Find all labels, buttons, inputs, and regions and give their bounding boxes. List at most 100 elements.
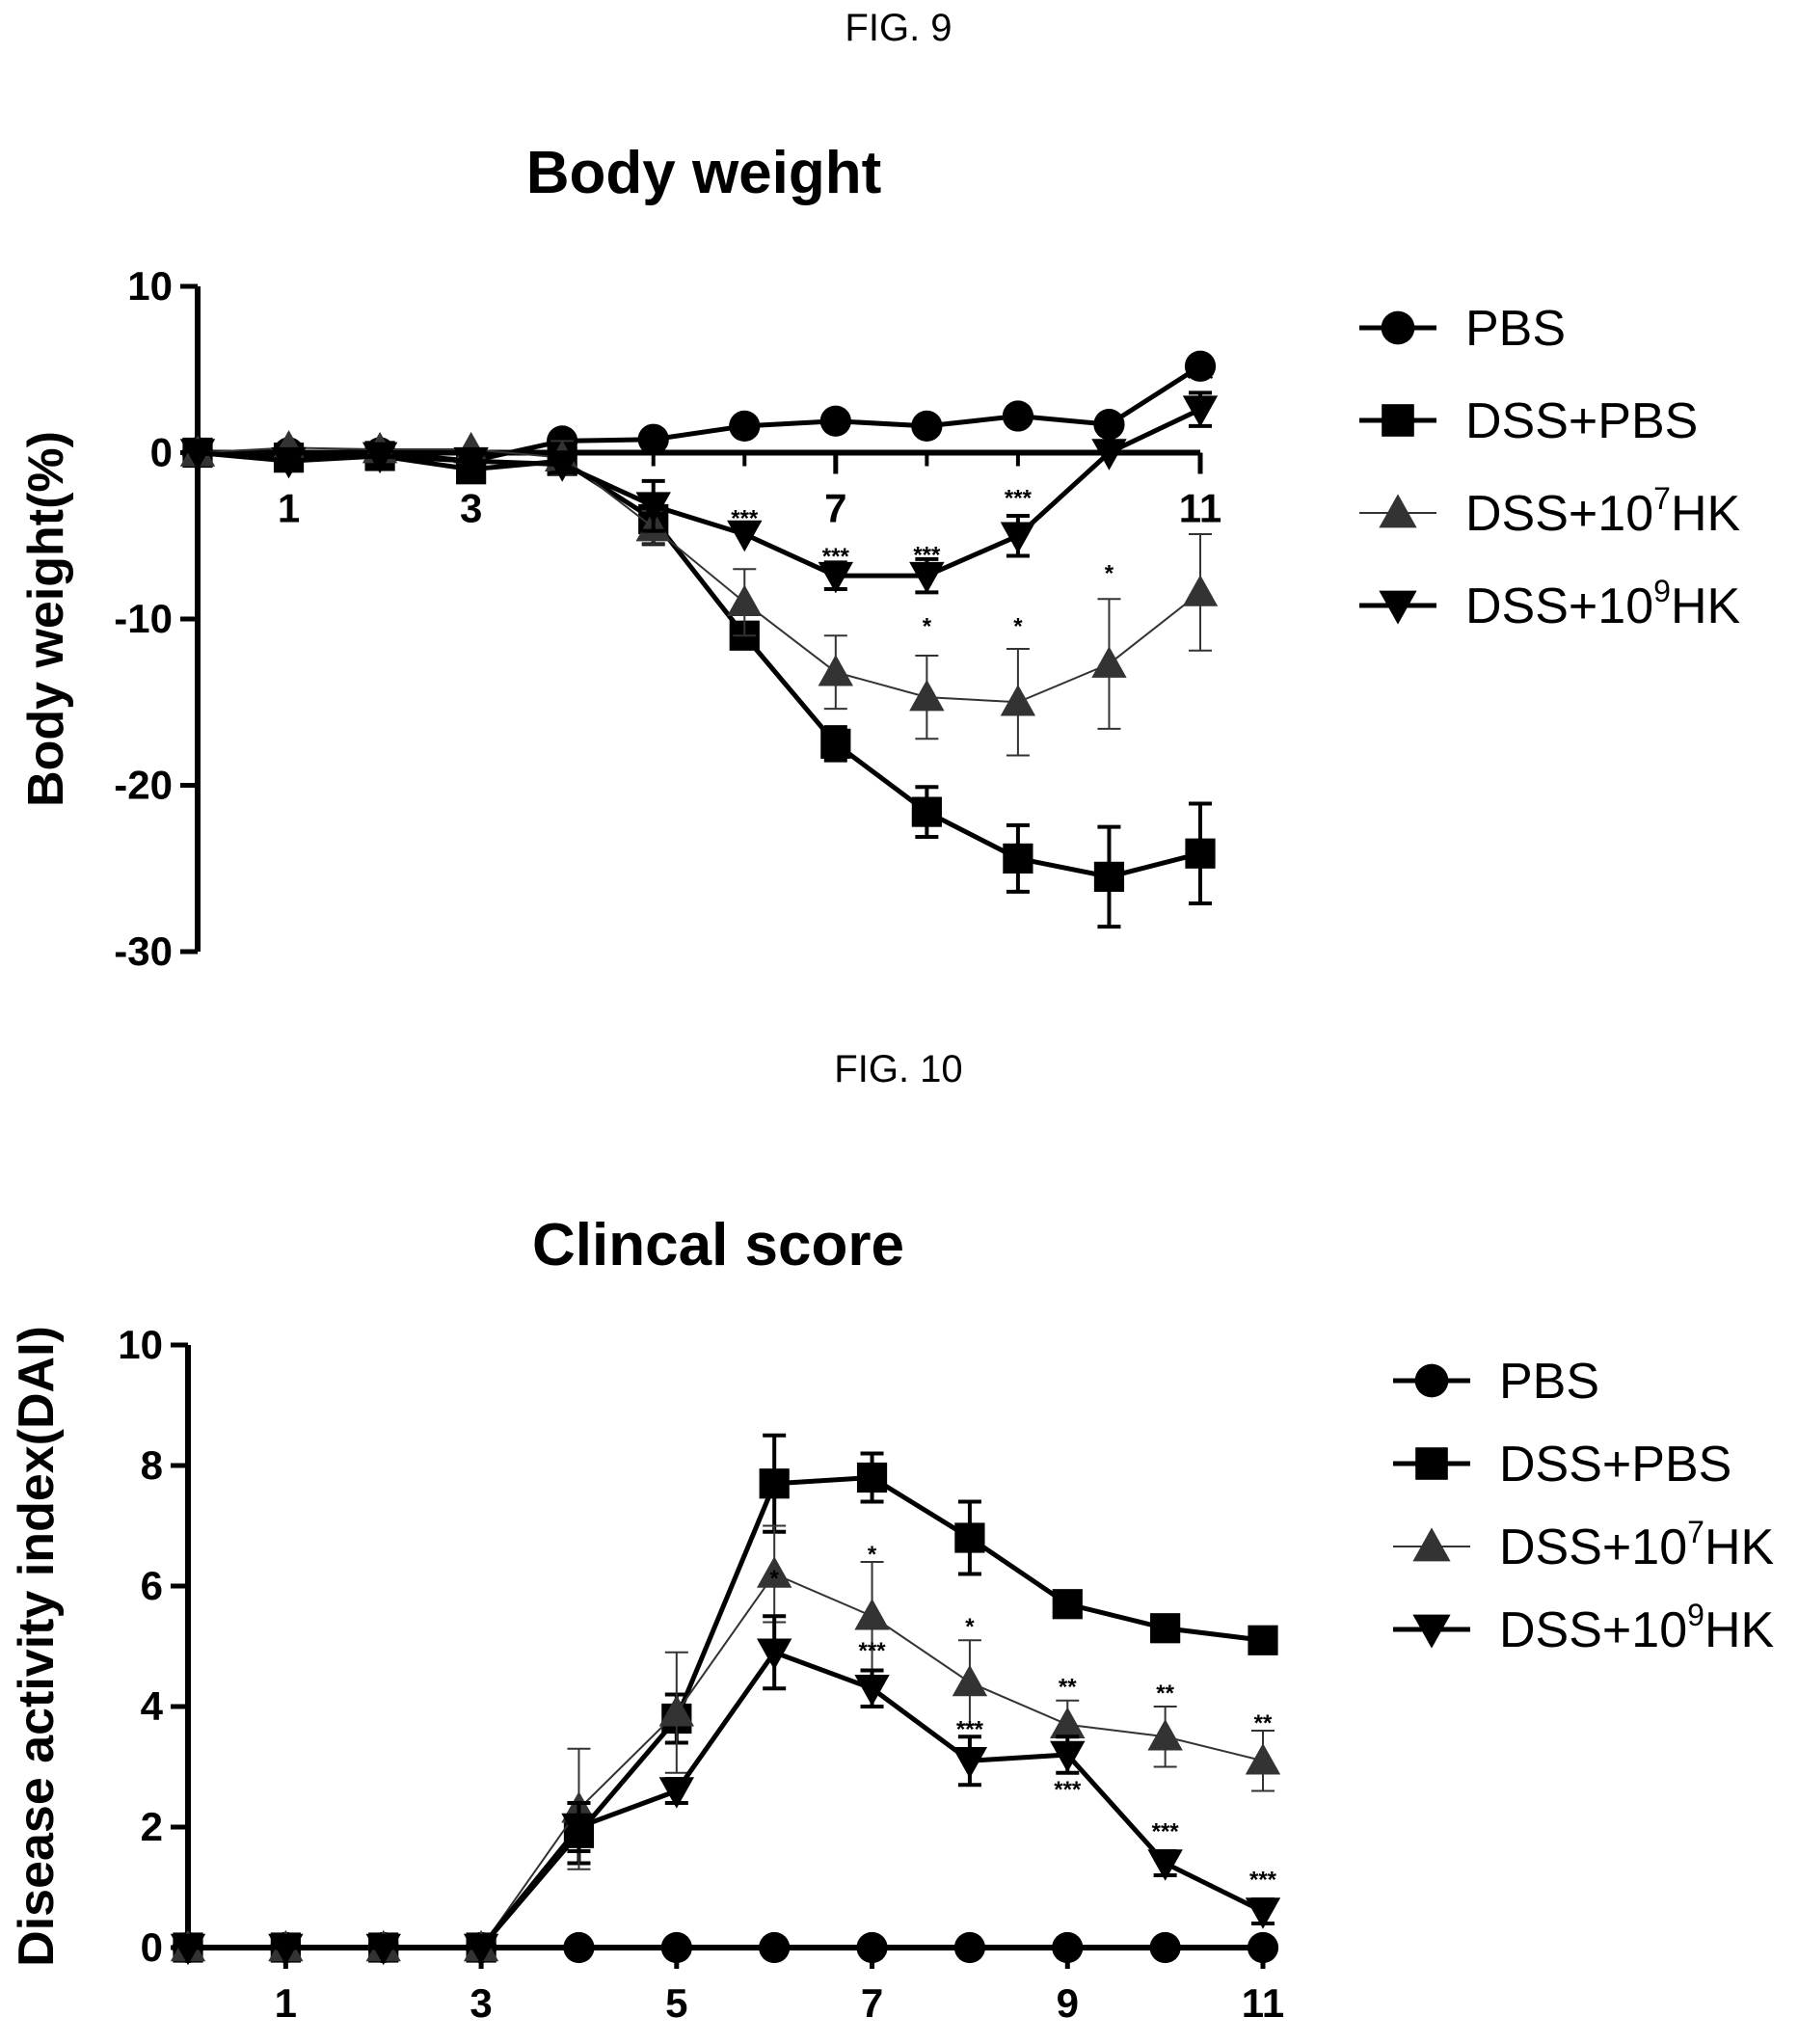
significance-label: ***	[913, 542, 941, 568]
chart-2: FIG. 10 Clincal score Disease activity ind…	[9, 1048, 1774, 2026]
data-point	[660, 1931, 692, 1964]
data-point	[637, 423, 669, 455]
legend-marker	[1412, 1527, 1451, 1562]
x-tick-label: 5	[665, 1980, 687, 2026]
legend-item: PBS	[1393, 1354, 1599, 1410]
data-point	[453, 446, 489, 479]
series-line	[188, 1573, 1264, 1949]
significance-label: ***	[1095, 413, 1123, 439]
legend-item: DSS+107HK	[1359, 481, 1740, 542]
data-point	[820, 728, 851, 759]
data-point	[1185, 838, 1216, 869]
data-point	[954, 1522, 985, 1553]
x-tick-label: 7	[861, 1980, 883, 2026]
y-tick-label: -30	[114, 928, 173, 974]
data-point	[1248, 1625, 1278, 1655]
significance-label: ***	[1005, 486, 1033, 512]
chart-title: Body weight	[526, 140, 882, 206]
series-square	[182, 437, 1216, 929]
data-point	[1002, 400, 1034, 432]
data-point	[727, 584, 763, 617]
series-triangle-down	[170, 1614, 1281, 1966]
figure-label: FIG. 10	[834, 1048, 962, 1090]
series-line	[188, 1474, 1264, 1950]
series-triangle-up	[170, 1524, 1281, 1962]
data-point	[563, 1931, 595, 1964]
y-tick-label: 2	[141, 1804, 163, 1849]
legend-label: DSS+109HK	[1499, 1598, 1774, 1658]
significance-label: **	[1059, 1675, 1077, 1701]
significance-label: ***	[1187, 366, 1215, 392]
data-point	[818, 561, 854, 594]
significance-label: **	[1156, 1681, 1174, 1707]
y-tick-label: -20	[114, 763, 173, 808]
significance-label: ***	[1152, 1819, 1180, 1845]
chart-1: FIG. 9 Body weight Body weight(%) 10 0 -10 -20…	[18, 7, 1740, 974]
data-point	[952, 1746, 988, 1779]
y-tick-label: 10	[127, 263, 173, 309]
data-point	[1147, 1849, 1183, 1881]
data-point	[856, 1931, 888, 1964]
data-point	[1000, 685, 1036, 716]
significance-label: ***	[859, 1638, 887, 1664]
data-point	[909, 679, 945, 712]
significance-label: *	[1013, 614, 1023, 640]
x-tick-label: 11	[1242, 1980, 1284, 2026]
data-point	[727, 520, 763, 552]
data-point	[268, 1933, 304, 1966]
legend-item: DSS+107HK	[1393, 1515, 1774, 1575]
legend-marker	[1379, 590, 1417, 625]
data-point	[1091, 646, 1127, 678]
series-line	[197, 450, 1201, 879]
data-point	[818, 655, 854, 686]
data-point	[756, 1556, 792, 1588]
legend-marker	[1381, 310, 1415, 345]
series-line	[197, 446, 1201, 704]
data-point	[1050, 1740, 1086, 1773]
y-tick-label: 6	[141, 1563, 163, 1608]
legend-item: PBS	[1359, 301, 1566, 357]
legend-marker	[1414, 1363, 1449, 1398]
data-point	[362, 442, 398, 474]
data-point	[1247, 1931, 1279, 1964]
series-line	[197, 407, 1202, 578]
data-point	[911, 796, 942, 827]
x-tick-label: 7	[824, 486, 846, 531]
y-tick-label: 0	[141, 1924, 163, 1970]
data-point	[1149, 1931, 1181, 1964]
legend-item: DSS+PBS	[1393, 1437, 1731, 1493]
data-point	[1093, 409, 1125, 441]
data-point	[856, 1462, 888, 1493]
legend-item: DSS+109HK	[1393, 1598, 1774, 1658]
data-point	[170, 1933, 206, 1966]
data-point	[1184, 350, 1217, 382]
data-point	[953, 1931, 986, 1964]
significance-label: *	[923, 614, 932, 640]
legend-marker	[1415, 1447, 1448, 1480]
x-tick-label: 3	[470, 1980, 492, 2026]
x-tick-label: 9	[1057, 1980, 1079, 2026]
significance-label: **	[1254, 1710, 1273, 1736]
y-tick-label: 8	[141, 1442, 163, 1488]
data-point	[463, 1933, 499, 1966]
legend-marker	[1379, 494, 1417, 528]
data-point	[756, 1638, 792, 1670]
legend-label: DSS+PBS	[1465, 393, 1698, 449]
y-tick-label: -10	[114, 596, 173, 641]
data-point	[1245, 1897, 1281, 1929]
data-point	[544, 450, 580, 482]
series-line	[188, 1649, 1265, 1950]
legend: PBS DSS+PBS DSS+107HK DSS+109HK	[1359, 301, 1740, 634]
data-point	[854, 1599, 890, 1630]
data-point	[909, 561, 945, 594]
significance-label: ***	[1249, 1868, 1277, 1894]
y-axis-label: Body weight(%)	[18, 431, 74, 807]
data-point	[1000, 522, 1036, 553]
x-tick-label: 3	[460, 486, 482, 531]
significance-label: *	[965, 1614, 975, 1640]
series-square	[173, 1433, 1278, 1963]
legend-marker	[1412, 1614, 1451, 1649]
data-point	[1052, 1931, 1084, 1964]
data-point	[819, 405, 851, 437]
